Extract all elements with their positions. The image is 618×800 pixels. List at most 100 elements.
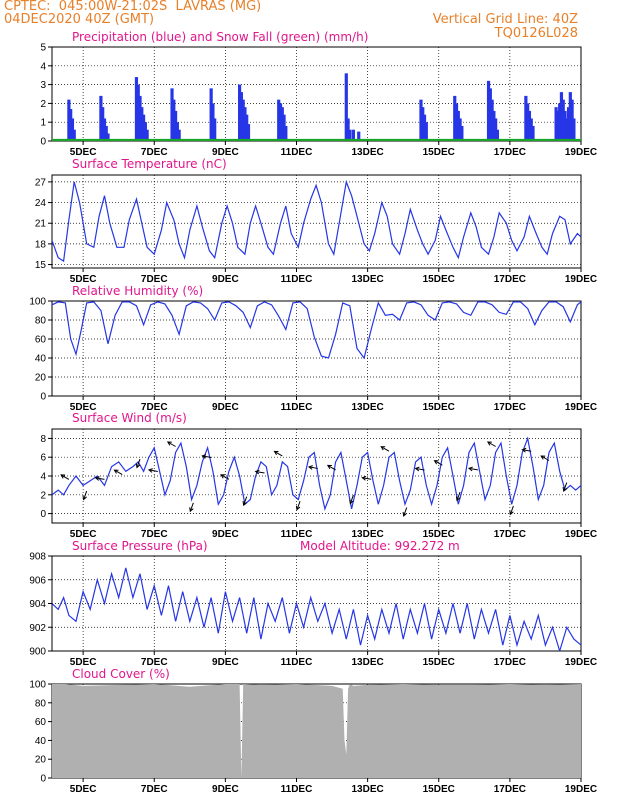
precipitation-xtick-label-6: 17DEC <box>494 147 526 158</box>
surface-wind-xtick-label-1: 7DEC <box>141 529 168 540</box>
surface-temperature-xtick-label-6: 17DEC <box>494 274 526 285</box>
surface-wind-panel: 0 2 4 6 8 5DEC 7DEC 9DEC 11DEC 13DEC 15DEC 17DEC 19D… <box>40 411 597 540</box>
wind-arrow-head-9 <box>220 474 226 479</box>
surface-wind-xtick-label-7: 19DEC <box>565 529 597 540</box>
wind-arrow-10 <box>243 496 248 506</box>
header-grid-note: Vertical Grid Line: 40Z <box>432 12 578 27</box>
surface-wind-ytick-label-3: 6 <box>40 453 46 464</box>
cloud-cover-xtick-label-5: 15DEC <box>423 784 455 795</box>
precip-bar-20 <box>177 129 181 141</box>
wind-arrow-14 <box>308 466 318 469</box>
precip-bar-14 <box>143 122 147 141</box>
wind-arrow-head-12 <box>273 450 279 456</box>
precip-bar-11 <box>138 95 142 141</box>
wind-arrow-20 <box>415 467 425 471</box>
precipitation-ytick-label-0: 0 <box>40 137 46 148</box>
precip-bar-21 <box>209 88 213 141</box>
wind-arrow-15 <box>327 464 336 471</box>
precip-bar-45 <box>454 103 459 141</box>
precip-bar-68 <box>568 92 572 141</box>
surface-wind-ytick-label-2: 4 <box>40 472 46 483</box>
precip-bar-56 <box>526 103 530 141</box>
surface-pressure-panel: 900 902 904 906 908 5DEC 7DEC 9DEC 11DEC 13DEC 15D… <box>29 539 597 668</box>
precip-bar-54 <box>495 129 500 141</box>
wind-arrow-22 <box>456 491 461 501</box>
wind-arrow-1 <box>83 490 88 500</box>
wind-arrow-27 <box>540 455 550 461</box>
relative-humidity-line <box>52 301 581 360</box>
precipitation-frame <box>51 46 582 142</box>
precipitation-ytick-label-3: 3 <box>40 80 46 91</box>
relative-humidity-ytick-label-5: 100 <box>29 297 46 308</box>
wind-arrows <box>60 441 568 517</box>
surface-pressure-xtick-label-6: 17DEC <box>494 657 526 668</box>
surface-wind-xtick-label-4: 13DEC <box>351 529 383 540</box>
wind-arrow-7 <box>189 502 194 512</box>
precip-bar-17 <box>172 99 176 141</box>
wind-arrow-head-21 <box>433 460 439 465</box>
surface-pressure-xtick-label-4: 13DEC <box>351 657 383 668</box>
wind-arrow-9 <box>220 474 230 480</box>
surface-temperature-ytick-label-3: 24 <box>35 198 47 209</box>
cloud-cover-ytick-label-5: 100 <box>29 680 46 691</box>
precip-bar-43 <box>424 122 428 141</box>
relative-humidity-ytick-label-0: 0 <box>40 392 46 403</box>
surface-pressure-line <box>52 567 581 651</box>
wind-arrow-2 <box>95 477 105 480</box>
relative-humidity-xtick-label-3: 11DEC <box>281 402 313 413</box>
precip-bar-28 <box>245 114 249 141</box>
precipitation-xtick-label-2: 9DEC <box>212 147 239 158</box>
wind-arrow-head-2 <box>94 476 100 481</box>
surface-temperature-xtick-label-5: 15DEC <box>423 274 455 285</box>
surface-temperature-xtick-label-3: 11DEC <box>281 274 313 285</box>
wind-arrow-head-14 <box>307 465 313 470</box>
wind-arrow-19 <box>403 507 408 517</box>
precipitation-xtick-label-0: 5DEC <box>70 147 97 158</box>
precip-bar-15 <box>145 129 149 141</box>
precip-bar-23 <box>213 118 217 141</box>
precip-bar-12 <box>140 107 144 141</box>
surface-temperature-ytick-label-2: 21 <box>35 219 47 230</box>
surface-pressure-title: Surface Pressure (hPa) <box>72 539 208 553</box>
precip-bar-27 <box>243 107 247 141</box>
wind-arrow-13 <box>296 501 301 510</box>
wind-arrow-17 <box>362 477 372 480</box>
precip-bar-36 <box>346 118 350 141</box>
precip-bar-52 <box>492 110 496 141</box>
relative-humidity-xtick-label-5: 15DEC <box>423 402 455 413</box>
surface-pressure-xtick-label-0: 5DEC <box>70 657 97 668</box>
cloud-cover-title: Cloud Cover (%) <box>72 667 170 681</box>
cloud-cover-xtick-label-3: 11DEC <box>281 784 313 795</box>
precip-bar-60 <box>554 107 558 141</box>
surface-temperature-line <box>52 179 581 263</box>
precip-bar-3 <box>72 129 76 141</box>
precip-bar-26 <box>241 99 245 141</box>
relative-humidity-xtick-label-6: 17DEC <box>494 402 526 413</box>
wind-arrow-head-6 <box>166 441 172 446</box>
wind-arrow-16 <box>349 494 354 504</box>
cloud-cover-ytick-label-2: 40 <box>35 736 47 747</box>
relative-humidity-xtick-label-1: 7DEC <box>141 402 168 413</box>
wind-arrow-head-16 <box>349 499 354 505</box>
precip-bar-13 <box>141 114 146 141</box>
precipitation-ytick-label-4: 4 <box>40 61 46 72</box>
wind-arrow-head-18 <box>380 446 386 451</box>
relative-humidity-xtick-label-0: 5DEC <box>70 402 97 413</box>
precip-bar-38 <box>351 129 355 141</box>
surface-temperature-ytick-label-1: 18 <box>35 239 47 250</box>
surface-pressure-ytick-label-1: 902 <box>29 623 46 634</box>
cloud-cover-xtick-label-7: 19DEC <box>565 784 597 795</box>
precipitation-xtick-label-3: 11DEC <box>281 147 313 158</box>
precipitation-ytick-label-2: 2 <box>40 99 46 110</box>
surface-pressure-plot-area <box>52 567 581 651</box>
precip-bar-33 <box>282 114 286 141</box>
precipitation-ytick-label-5: 5 <box>40 43 46 54</box>
wind-arrow-head-4 <box>135 463 141 469</box>
wind-arrow-head-8 <box>201 454 207 459</box>
surface-temperature-xtick-label-4: 13DEC <box>351 274 383 285</box>
precip-bar-62 <box>558 103 562 141</box>
wind-arrow-head-10 <box>242 501 247 507</box>
precip-bar-55 <box>524 95 528 141</box>
precip-bar-22 <box>211 103 215 141</box>
header-line2: 04DEC2020 40Z (GMT) <box>4 12 155 27</box>
